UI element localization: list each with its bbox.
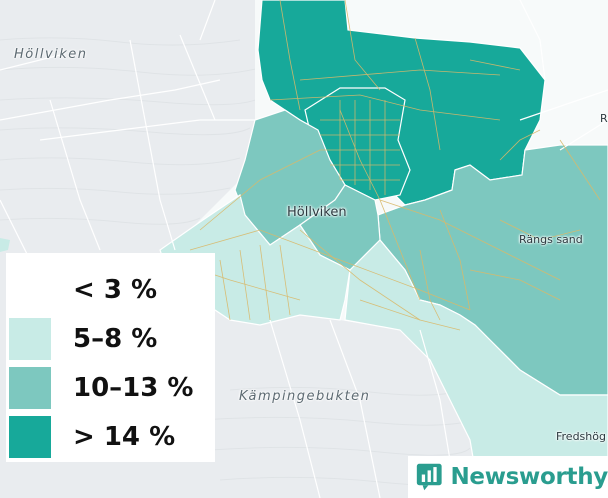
legend-swatch-5-8	[9, 317, 51, 360]
road-network	[169, 0, 601, 331]
legend-swatch-gt14	[9, 415, 51, 458]
legend-swatch-lt3	[9, 268, 51, 311]
legend-item-10-13: 10–13 %	[9, 363, 215, 412]
newsworthy-logo-icon	[416, 463, 442, 491]
label-edge-r: R	[600, 112, 608, 125]
legend-item-5-8: 5–8 %	[9, 314, 215, 363]
label-hollviken-water: Höllviken	[14, 47, 88, 62]
map-legend: < 3 % 5–8 % 10–13 % > 14 %	[6, 253, 215, 462]
label-rangs-sand: Rängs sand	[519, 233, 583, 246]
legend-label-5-8: 5–8 %	[73, 323, 158, 354]
legend-item-gt14: > 14 %	[9, 412, 215, 461]
label-fredshog: Fredshög	[556, 430, 606, 443]
legend-swatch-10-13	[9, 366, 51, 409]
region-west-edge[interactable]	[0, 238, 10, 252]
label-kampingebukten: Kämpingebukten	[239, 389, 371, 404]
legend-label-lt3: < 3 %	[73, 274, 158, 305]
legend-label-gt14: > 14 %	[73, 421, 176, 452]
legend-item-lt3: < 3 %	[9, 265, 215, 314]
label-hollviken-town: Höllviken	[287, 205, 347, 220]
legend-label-10-13: 10–13 %	[73, 372, 194, 403]
newsworthy-brand[interactable]: Newsworthy	[408, 456, 608, 498]
newsworthy-brand-name: Newsworthy	[450, 464, 608, 490]
